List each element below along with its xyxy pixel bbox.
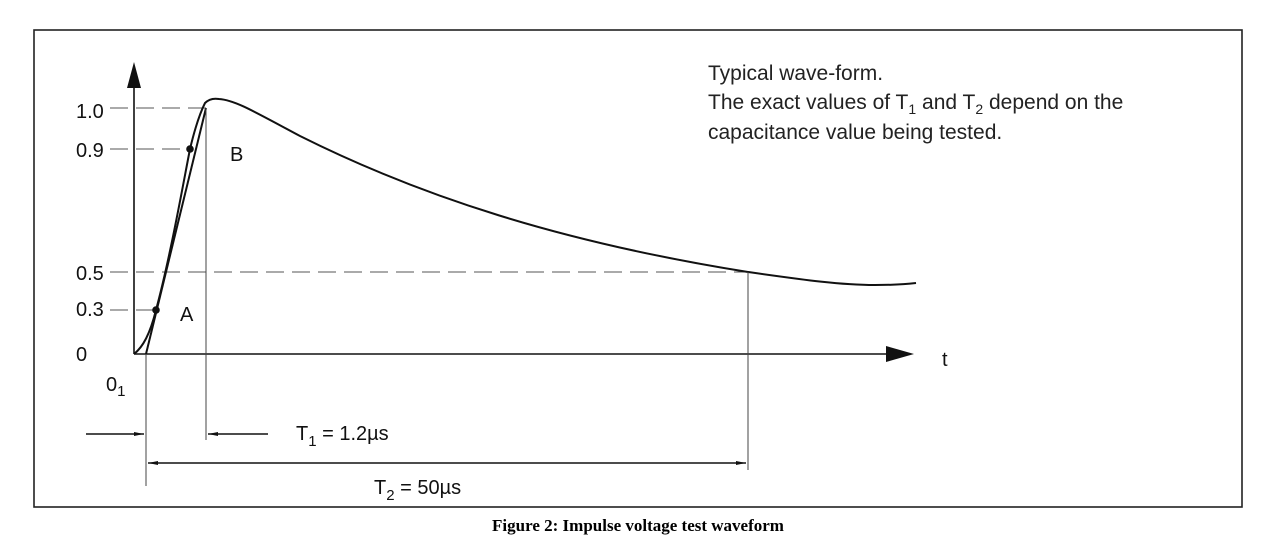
point-a-label: A xyxy=(180,304,194,326)
x-axis-label: t xyxy=(942,349,948,371)
y-tick-0-3: 0.3 xyxy=(76,299,104,321)
note-line-2: The exact values of T1 and T2 depend on … xyxy=(708,91,1123,117)
t2-label: T2 = 50µs xyxy=(374,477,461,504)
t1-label: T1 = 1.2µs xyxy=(296,423,389,450)
y-axis xyxy=(127,62,141,354)
y-tick-0-5: 0.5 xyxy=(76,263,104,285)
note-line-3: capacitance value being tested. xyxy=(708,121,1002,144)
figure-frame xyxy=(33,29,1243,508)
x-axis xyxy=(134,346,914,362)
point-b-marker xyxy=(186,145,194,153)
point-a-marker xyxy=(152,306,160,314)
y-tick-0: 0 xyxy=(76,344,87,366)
figure-caption: Figure 2: Impulse voltage test waveform xyxy=(492,516,784,535)
note-line-1: Typical wave-form. xyxy=(708,62,883,85)
impulse-waveform-curve xyxy=(133,97,917,355)
y-tick-0-9: 0.9 xyxy=(76,140,104,162)
point-b-label: B xyxy=(230,144,243,166)
y-tick-1-0: 1.0 xyxy=(76,101,104,123)
origin-o1-label: 01 xyxy=(106,374,125,400)
